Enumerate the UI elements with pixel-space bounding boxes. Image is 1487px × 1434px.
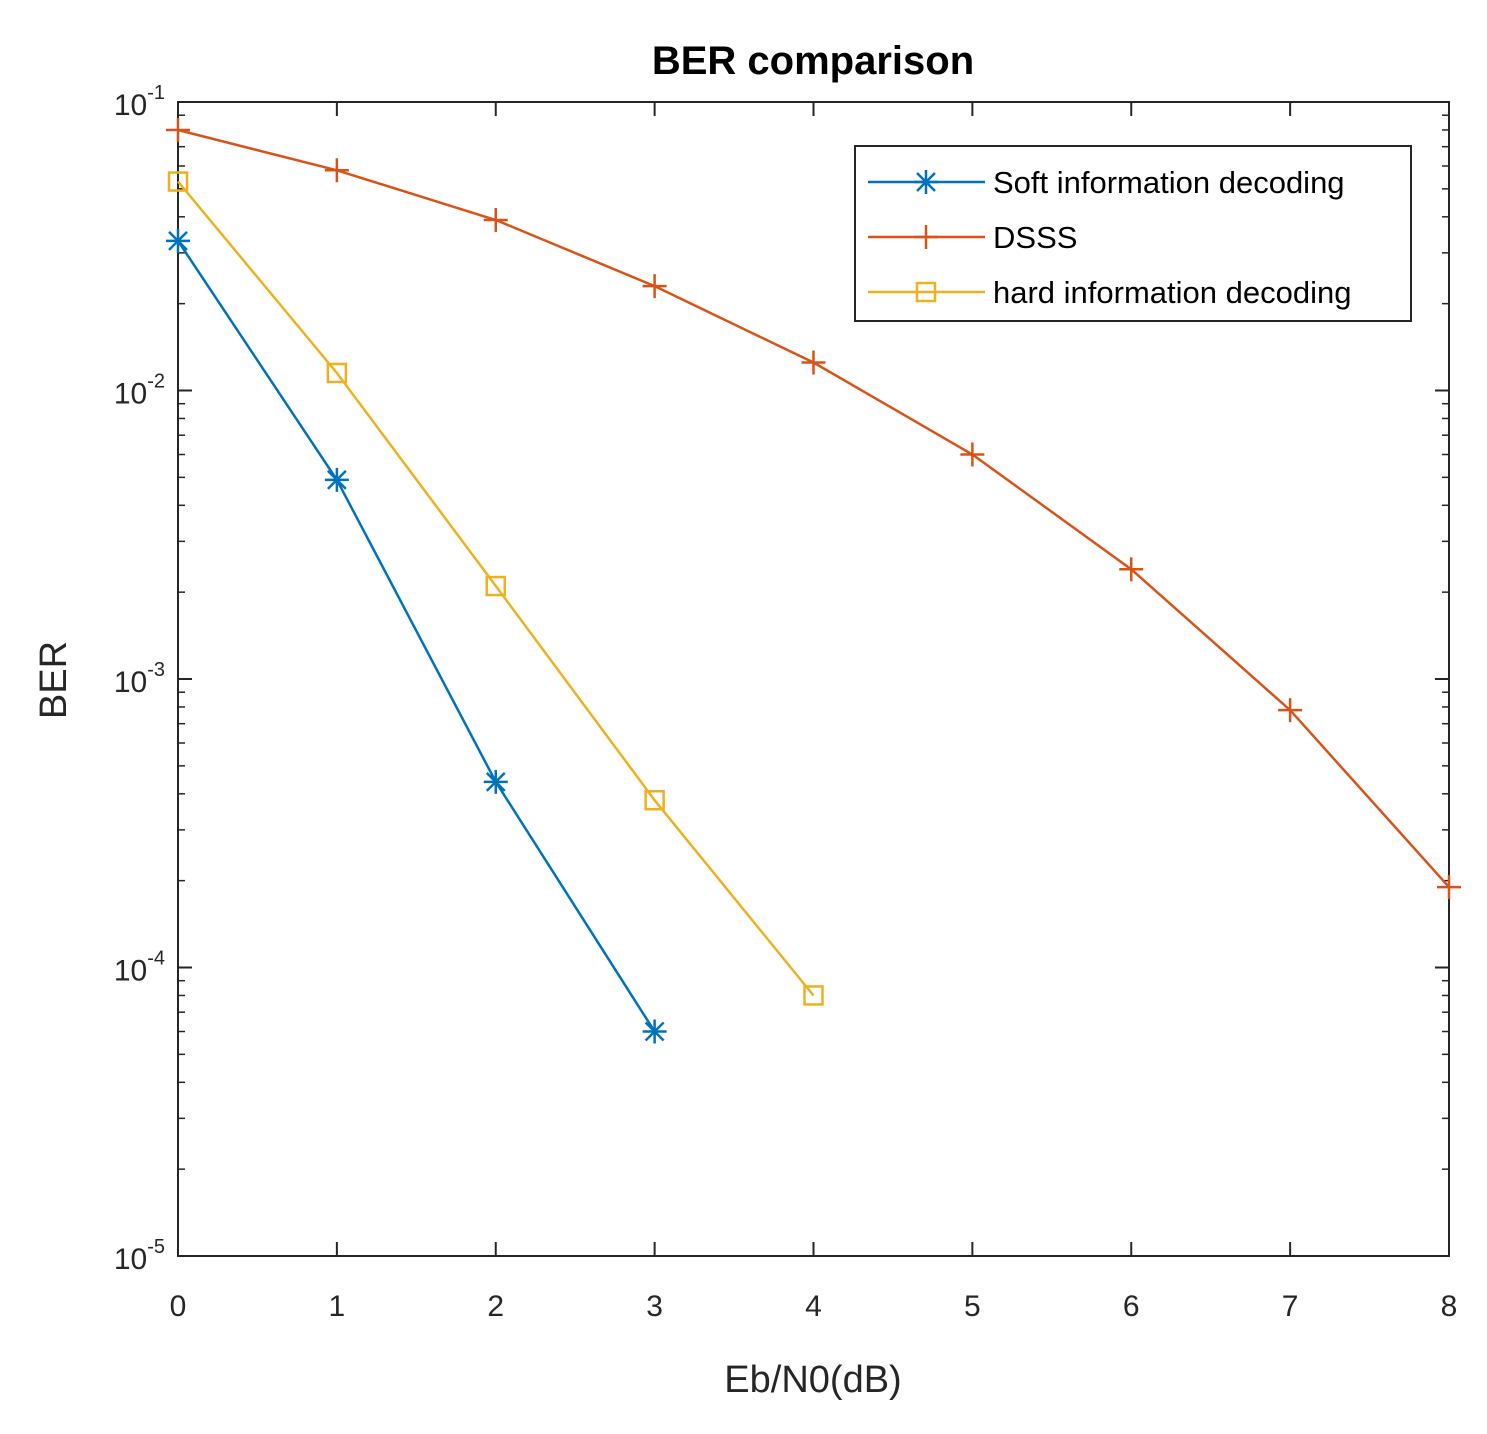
x-tick-label: 3 [646, 1290, 663, 1323]
x-tick-label: 5 [964, 1290, 981, 1323]
series-line [176, 240, 656, 1033]
y-axis-title: BER [33, 641, 75, 719]
series-dsss [166, 117, 1461, 900]
series-layer [166, 117, 1461, 1044]
x-tick-label: 2 [487, 1290, 504, 1323]
data-point-marker [915, 281, 937, 303]
y-tick-label: 10-5 [114, 1236, 165, 1276]
data-point-marker [485, 575, 506, 597]
series-soft-information-decoding [166, 228, 667, 1044]
data-point-marker [644, 789, 665, 811]
x-tick-label: 0 [170, 1290, 187, 1323]
x-axis-title: Eb/N0(dB) [724, 1359, 901, 1401]
legend-label: DSSS [993, 220, 1077, 255]
y-tick-label: 10-2 [114, 371, 165, 411]
x-tick-label: 1 [329, 1290, 346, 1323]
data-point-marker [168, 231, 188, 251]
series-line [177, 180, 815, 997]
data-point-marker [916, 172, 936, 192]
chart-title: BER comparison [652, 39, 974, 83]
x-tick-label: 8 [1441, 1290, 1458, 1323]
legend-label: Soft information decoding [993, 165, 1345, 200]
data-point-marker [803, 985, 824, 1006]
legend: Soft information decoding DSSS hard inform… [854, 145, 1412, 322]
y-tick-label: 10-4 [114, 948, 165, 988]
data-point-marker [485, 771, 506, 792]
data-point-marker [644, 1021, 665, 1042]
x-tick-label: 7 [1282, 1290, 1299, 1323]
data-point-marker [326, 469, 347, 490]
legend-label: hard information decoding [993, 275, 1351, 310]
y-tick-label: 10-1 [114, 82, 165, 122]
y-tick-label: 10-3 [114, 659, 165, 699]
series-hard-information-decoding [167, 171, 824, 1006]
x-tick-label: 6 [1123, 1290, 1140, 1323]
data-point-marker [167, 171, 189, 192]
x-tick-label: 4 [805, 1290, 822, 1323]
data-point-marker [326, 362, 348, 384]
